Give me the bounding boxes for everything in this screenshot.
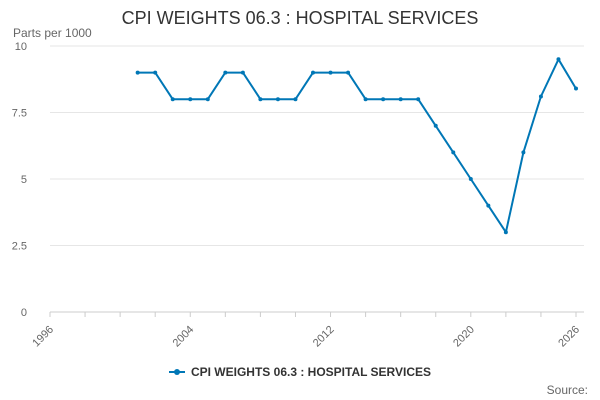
y-tick-label: 5 xyxy=(21,174,27,186)
data-point xyxy=(240,70,245,75)
y-tick-label: 2.5 xyxy=(12,241,27,253)
x-tick-label: 2020 xyxy=(451,324,477,350)
x-tick-label: 2012 xyxy=(311,324,337,350)
data-point xyxy=(556,57,561,62)
grid-lines xyxy=(50,45,584,246)
data-point xyxy=(468,177,473,181)
legend-label: CPI WEIGHTS 06.3 : HOSPITAL SERVICES xyxy=(190,365,432,379)
x-axis-tick-labels: 1996 2004 2012 2020 2026 xyxy=(30,324,582,350)
legend-marker-icon xyxy=(168,367,185,377)
x-tick-label: 2026 xyxy=(556,324,582,350)
data-point xyxy=(293,97,298,102)
data-point xyxy=(433,123,438,128)
series-line xyxy=(137,58,577,234)
y-tick-label: 10 xyxy=(15,41,27,53)
data-point xyxy=(521,150,526,155)
data-point xyxy=(538,94,543,99)
series-layer xyxy=(135,57,578,235)
data-point xyxy=(451,150,456,155)
legend[interactable]: CPI WEIGHTS 06.3 : HOSPITAL SERVICES xyxy=(0,365,600,379)
data-point xyxy=(503,230,508,235)
data-point xyxy=(416,97,421,102)
data-point xyxy=(381,97,386,102)
x-axis xyxy=(49,311,584,317)
data-point xyxy=(574,86,578,91)
data-point xyxy=(135,70,140,75)
y-axis-tick-labels: 0 2.5 5 7.5 10 xyxy=(12,41,27,319)
data-point xyxy=(205,97,210,102)
source-label: Source: xyxy=(546,383,588,397)
data-point xyxy=(328,70,333,75)
x-tick-label: 1996 xyxy=(30,324,56,350)
y-tick-label: 7.5 xyxy=(12,108,27,120)
chart-title: CPI WEIGHTS 06.3 : HOSPITAL SERVICES xyxy=(121,8,479,28)
data-point xyxy=(153,70,158,75)
data-point xyxy=(346,70,351,75)
data-point xyxy=(258,97,263,102)
data-point xyxy=(223,70,228,75)
data-point xyxy=(275,97,280,102)
data-point xyxy=(486,203,491,208)
y-axis-units-label: Parts per 1000 xyxy=(13,26,92,40)
data-point xyxy=(311,70,315,75)
data-point xyxy=(398,97,403,102)
data-point xyxy=(170,97,175,102)
x-tick-label: 2004 xyxy=(171,324,197,350)
data-point xyxy=(188,97,193,102)
data-point xyxy=(363,97,368,102)
y-tick-label: 0 xyxy=(21,307,27,319)
